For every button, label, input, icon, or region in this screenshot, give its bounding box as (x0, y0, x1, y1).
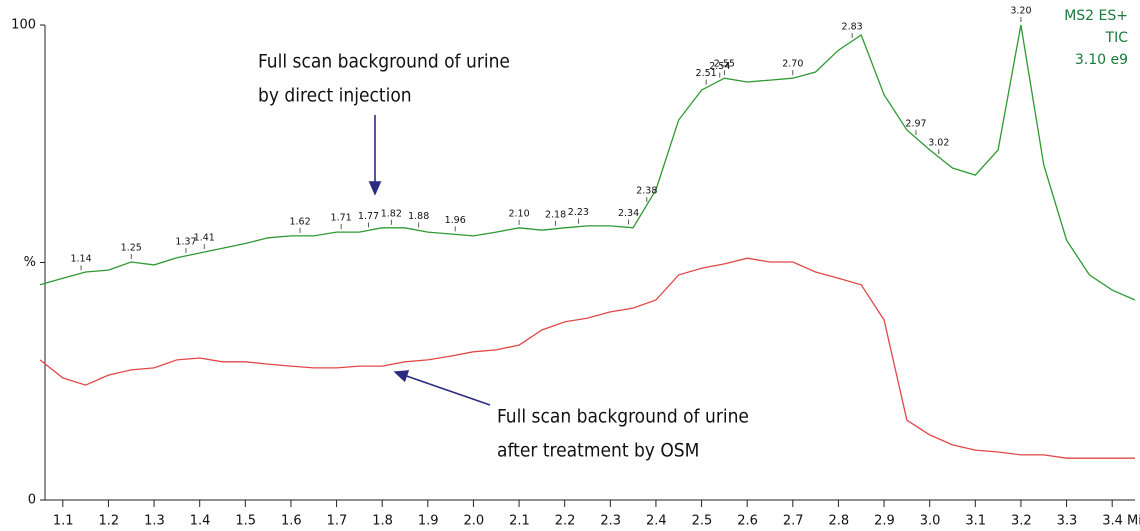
peak-label: 2.34 (618, 208, 639, 219)
peak-label: 3.20 (1010, 6, 1031, 17)
x-tick-label: 1.6 (281, 514, 302, 529)
x-tick-label: 2.4 (646, 514, 667, 529)
peak-label: 1.14 (70, 254, 91, 265)
y-tick-label: 0 (28, 493, 36, 508)
peak-label: 1.71 (331, 213, 352, 224)
x-tick-label: 3.2 (1011, 514, 1032, 529)
x-tick-label: 2.7 (783, 514, 804, 529)
info-text: TIC (1105, 30, 1129, 46)
peak-label: 1.77 (358, 211, 379, 222)
x-tick-label: 2.2 (555, 514, 576, 529)
x-tick-label: 3.3 (1057, 514, 1078, 529)
x-tick-label: 3.1 (965, 514, 986, 529)
x-tick-label: 2.6 (737, 514, 758, 529)
y-tick-label: % (24, 255, 36, 270)
peak-label: 2.18 (545, 209, 566, 220)
peak-label: 1.37 (175, 236, 196, 247)
x-tick-label: 3.4 Min (1102, 514, 1140, 529)
x-tick-label: 1.3 (144, 514, 165, 529)
peak-label: 2.70 (782, 59, 803, 70)
x-tick-label: 2.8 (828, 514, 849, 529)
annotation: Full scan background of urine (497, 406, 749, 428)
info-text: 3.10 e9 (1075, 52, 1128, 68)
x-tick-label: 1.9 (418, 514, 439, 529)
peak-label: 2.97 (905, 118, 926, 129)
peak-label: 2.55 (714, 59, 735, 70)
peak-label: 2.23 (568, 207, 589, 218)
peak-label: 2.51 (696, 68, 717, 79)
x-tick-label: 1.8 (372, 514, 393, 529)
peak-label: 1.25 (121, 243, 142, 254)
peak-label: 2.54 (709, 61, 730, 72)
arrow (393, 370, 491, 406)
peak-label: 3.02 (928, 138, 949, 149)
peak-label: 1.96 (445, 215, 466, 226)
peak-label: 2.83 (842, 22, 863, 33)
x-tick-label: 2.0 (463, 514, 484, 529)
peak-label: 2.10 (508, 208, 529, 219)
peak-label: 1.41 (194, 233, 215, 244)
peak-label: 1.82 (381, 208, 402, 219)
x-tick-label: 1.2 (98, 514, 119, 529)
x-tick-label: 2.1 (509, 514, 530, 529)
x-tick-label: 3.0 (920, 514, 941, 529)
series-line (39, 257, 1135, 459)
x-tick-label: 2.5 (692, 514, 713, 529)
x-tick-label: 2.9 (874, 514, 895, 529)
annotation: Full scan background of urine (258, 51, 510, 73)
x-tick-label: 2.3 (600, 514, 621, 529)
peak-label: 2.38 (636, 186, 657, 197)
info-text: MS2 ES+ (1064, 8, 1128, 24)
peak-label: 1.88 (408, 211, 429, 222)
y-tick-label: 100 (11, 18, 36, 33)
annotation: by direct injection (258, 85, 412, 107)
x-tick-label: 1.5 (235, 514, 256, 529)
x-tick-label: 1.7 (327, 514, 348, 529)
x-tick-label: 1.1 (53, 514, 74, 529)
x-tick-label: 1.4 (190, 514, 211, 529)
series-line (39, 24, 1136, 301)
annotation: after treatment by OSM (497, 440, 699, 462)
peak-label: 1.62 (289, 216, 310, 227)
